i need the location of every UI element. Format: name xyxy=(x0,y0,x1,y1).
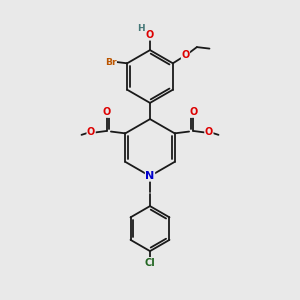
Text: O: O xyxy=(189,107,197,117)
Text: N: N xyxy=(146,171,154,181)
Text: Cl: Cl xyxy=(145,257,155,268)
Text: O: O xyxy=(181,50,190,61)
Text: O: O xyxy=(103,107,111,117)
Text: Br: Br xyxy=(105,58,116,67)
Text: O: O xyxy=(87,128,95,137)
Text: O: O xyxy=(205,128,213,137)
Text: H: H xyxy=(137,24,145,33)
Text: O: O xyxy=(146,30,154,40)
